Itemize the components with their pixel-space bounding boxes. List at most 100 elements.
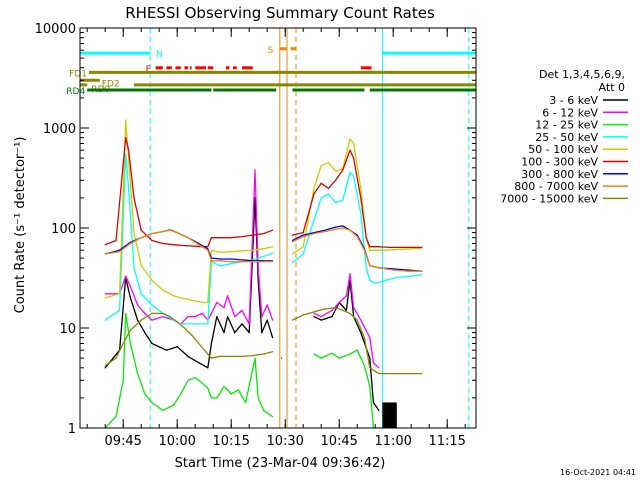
series-point-0-1-0	[281, 357, 283, 359]
flag-bar-fd1: FD1	[69, 69, 476, 79]
series-point-4-0-7	[162, 289, 164, 291]
series-point-3-0-1	[119, 309, 121, 311]
series-point-4-1-3	[320, 165, 322, 167]
x-axis: 09:45 10:00 10:15 10:30 10:45 11:00 11:15	[86, 28, 466, 449]
series-point-8-0-13	[210, 357, 212, 359]
x-tick-label: 10:30	[266, 434, 303, 449]
series-point-2-0-1	[115, 416, 117, 418]
series-point-0-0-21	[261, 332, 263, 334]
series-point-7-0-9	[198, 244, 200, 246]
series-point-8-0-18	[263, 353, 265, 355]
legend-label-1: 6 - 12 keV	[542, 106, 598, 119]
series-point-5-0-0	[104, 244, 106, 246]
series-point-3-1-1	[302, 253, 304, 255]
series-point-1-0-23	[261, 316, 263, 318]
series-line-1-0	[105, 169, 274, 325]
y-tick-label: 1	[68, 422, 76, 437]
x-tick-label: 10:00	[158, 434, 195, 449]
x-tick-label: 11:00	[374, 434, 411, 449]
series-point-8-0-2	[122, 342, 124, 345]
flag-label-n: N	[156, 50, 163, 60]
series-point-8-0-10	[191, 334, 193, 336]
series-point-4-0-13	[210, 249, 212, 251]
series-point-3-1-12	[374, 282, 376, 284]
series-point-4-1-15	[410, 248, 412, 250]
series-line-8-0	[104, 312, 273, 367]
series-point-7-0-0	[104, 253, 106, 255]
legend-label-8: 7000 - 15000 keV	[500, 192, 598, 205]
series-point-7-0-8	[187, 237, 189, 239]
series-point-4-1-0	[291, 253, 293, 255]
series-point-7-1-13	[421, 270, 423, 272]
generation-timestamp: 16-Oct-2021 04:41	[560, 468, 636, 477]
series-point-2-0-10	[180, 393, 182, 395]
series-point-4-0-15	[230, 251, 232, 253]
series-point-3-1-15	[410, 275, 412, 277]
series-point-2-0-2	[122, 379, 124, 381]
series-point-2-0-9	[173, 404, 175, 406]
series-point-4-0-12	[207, 301, 209, 304]
series-1	[104, 169, 380, 369]
flag-label-rd4: RD4	[66, 87, 85, 97]
series-point-8-1-7	[356, 319, 358, 321]
series-point-0-2-1	[320, 319, 322, 321]
series-point-3-0-6	[151, 304, 153, 306]
series-point-4-0-2	[125, 119, 127, 121]
series-8	[104, 306, 423, 375]
series-point-3-1-3	[320, 197, 322, 199]
series-point-7-0-14	[241, 261, 243, 263]
series-point-8-1-12	[407, 373, 409, 375]
series-point-5-1-3	[320, 182, 322, 184]
series-point-5-1-7	[349, 149, 351, 151]
series-point-4-0-14	[219, 251, 221, 253]
series-point-1-0-15	[216, 301, 218, 304]
series-point-4-1-14	[396, 248, 398, 251]
series-point-4-1-7	[349, 138, 351, 140]
series-point-0-0-6	[151, 342, 153, 345]
series-point-5-1-16	[421, 246, 423, 248]
series-point-5-0-4	[133, 197, 135, 199]
data-gap-bar-0	[382, 402, 397, 428]
series-point-4-1-4	[327, 162, 329, 164]
series-point-0-0-0	[104, 367, 106, 369]
series-point-3-0-11	[201, 323, 203, 325]
series-point-2-0-7	[151, 401, 153, 404]
series-point-4-0-9	[180, 297, 182, 299]
series-point-7-0-15	[252, 261, 254, 263]
series-point-6-0-10	[207, 248, 209, 250]
series-point-5-1-4	[327, 187, 329, 189]
series-point-4-0-8	[173, 295, 175, 297]
series-point-7-1-7	[356, 236, 358, 238]
series-point-1-0-12	[201, 312, 203, 314]
legend-label-6: 300 - 800 keV	[521, 168, 598, 181]
series-point-0-0-14	[223, 332, 225, 334]
series-point-4-1-5	[335, 170, 337, 172]
series-5	[104, 137, 423, 249]
x-tick-label: 10:45	[320, 434, 357, 449]
series-point-3-0-2	[125, 153, 127, 155]
series-point-2-1-4	[349, 353, 351, 355]
series-point-1-0-22	[257, 267, 259, 269]
series-point-0-2-4	[345, 309, 347, 311]
series-point-4-1-8	[353, 142, 355, 145]
series-point-2-0-16	[216, 397, 218, 399]
legend-label-3: 25 - 50 keV	[535, 131, 598, 144]
series-point-1-1-4	[345, 295, 347, 297]
series-point-7-1-12	[407, 270, 409, 272]
series-point-7-0-2	[129, 242, 131, 245]
series-point-0-0-11	[207, 367, 209, 369]
series-point-5-1-9	[360, 197, 362, 199]
series-point-5-1-13	[389, 246, 391, 248]
series-point-5-1-11	[369, 246, 371, 248]
series-point-4-1-9	[360, 187, 362, 189]
series-line-5-0	[104, 137, 273, 248]
series-point-1-1-0	[313, 312, 315, 314]
series-point-8-1-10	[378, 373, 380, 375]
series-point-7-0-7	[176, 232, 178, 234]
series-point-7-0-17	[272, 261, 274, 263]
series-point-3-1-16	[421, 274, 423, 276]
series-point-8-0-11	[198, 342, 200, 345]
series-point-1-0-6	[151, 319, 153, 321]
series-point-4-0-16	[241, 250, 243, 252]
